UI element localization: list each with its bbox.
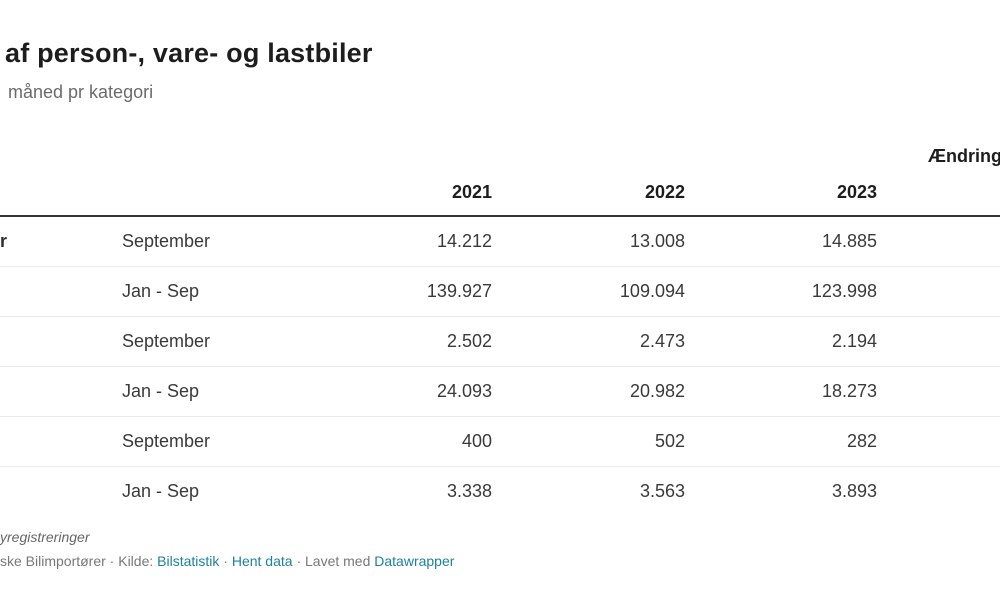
- row-value-2022: 2.473: [492, 316, 685, 367]
- table-row: September 400 502 282: [0, 416, 1000, 467]
- row-value-2021: 14.212: [300, 216, 492, 267]
- row-value-change: [877, 266, 1000, 317]
- page-title: af person-, vare- og lastbiler: [5, 38, 373, 68]
- column-header-2022: 2022: [492, 140, 685, 217]
- row-value-2021: 2.502: [300, 316, 492, 367]
- row-label-fragment: [0, 266, 122, 317]
- row-value-2023: 14.885: [685, 216, 877, 267]
- row-value-2023: 3.893: [831, 481, 877, 501]
- row-value-2021: 400: [300, 416, 492, 467]
- row-label-fragment: [0, 316, 122, 367]
- row-value-2023: 18.273: [685, 366, 877, 417]
- row-period-cell: September: [122, 416, 300, 467]
- row-value-2022: 20.982: [492, 366, 685, 417]
- row-value-change: [877, 366, 1000, 417]
- byline-made-with: · Lavet med: [292, 553, 375, 569]
- column-header-label: [0, 140, 122, 217]
- column-header-2023: 2023: [685, 140, 877, 217]
- table-row: Jan - Sep 3.338 3.563 3.893: [0, 467, 1000, 517]
- row-value-change: [877, 416, 1000, 467]
- row-value-2021: 3.338: [446, 481, 492, 501]
- row-value-change: [877, 316, 1000, 367]
- row-label-fragment: [0, 416, 122, 467]
- row-value-2023: 2.194: [685, 316, 877, 367]
- column-header-period: [122, 140, 300, 217]
- table-note: yregistreringer: [0, 529, 90, 545]
- row-period-cell: September: [122, 316, 300, 367]
- byline-separator: ·: [219, 553, 232, 569]
- table-row: Jan - Sep 139.927 109.094 123.998: [0, 266, 1000, 317]
- row-value-2022: 109.094: [492, 266, 685, 317]
- page-subtitle: måned pr kategori: [8, 82, 154, 102]
- column-header-2021: 2021: [300, 140, 492, 217]
- row-label-fragment: r: [0, 216, 122, 267]
- row-period-cell: September: [122, 216, 300, 267]
- data-table: 2021 2022 2023 r September 14.212 13.008…: [0, 140, 1000, 516]
- table-row: Jan - Sep 24.093 20.982 18.273: [0, 366, 1000, 417]
- row-value-2021: 139.927: [300, 266, 492, 317]
- row-value-change: [877, 216, 1000, 267]
- row-value-2023: 123.998: [685, 266, 877, 317]
- row-value-2023: 282: [685, 416, 877, 467]
- datawrapper-link[interactable]: Datawrapper: [374, 553, 455, 569]
- column-header-change-spacer: [877, 140, 1000, 217]
- row-value-change: [877, 467, 1000, 517]
- row-value-2022: 13.008: [492, 216, 685, 267]
- table-row: September 2.502 2.473 2.194: [0, 316, 1000, 367]
- row-value-2021: 24.093: [300, 366, 492, 417]
- row-period-cell: Jan - Sep: [122, 481, 200, 501]
- row-period-cell: Jan - Sep: [122, 266, 300, 317]
- table-header-row: 2021 2022 2023: [0, 140, 1000, 217]
- source-link[interactable]: Bilstatistik: [157, 553, 220, 569]
- row-label-fragment: [0, 467, 122, 517]
- footer-byline: ske Bilimportører · Kilde: Bilstatistik …: [0, 553, 454, 569]
- get-data-link[interactable]: Hent data: [231, 553, 293, 569]
- row-value-2022: 502: [492, 416, 685, 467]
- byline-text: ske Bilimportører · Kilde:: [0, 553, 158, 569]
- row-period-cell: Jan - Sep: [122, 366, 300, 417]
- table-row: r September 14.212 13.008 14.885: [0, 216, 1000, 267]
- row-label-fragment: [0, 366, 122, 417]
- row-value-2022: 3.563: [639, 481, 685, 501]
